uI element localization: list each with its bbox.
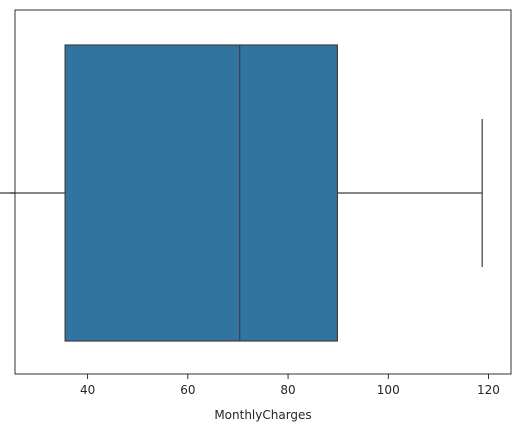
x-tick-label: 40 xyxy=(80,383,95,397)
iqr-box xyxy=(65,45,337,341)
x-tick-label: 80 xyxy=(280,383,295,397)
x-tick-label: 100 xyxy=(377,383,400,397)
x-tick-label: 120 xyxy=(477,383,500,397)
x-tick-label: 60 xyxy=(180,383,195,397)
x-axis: 40 60 80 100 120 xyxy=(80,374,500,397)
x-axis-label: MonthlyCharges xyxy=(214,408,311,422)
